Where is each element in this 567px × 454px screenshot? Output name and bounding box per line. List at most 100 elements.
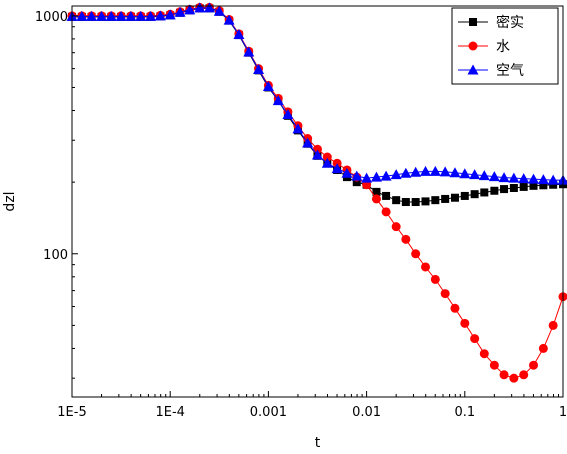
data-point xyxy=(401,198,410,207)
data-point xyxy=(410,166,422,177)
data-point xyxy=(420,165,432,176)
x-tick-label: 1E-5 xyxy=(57,405,86,420)
y-axis-title: dzl xyxy=(2,191,18,211)
data-point xyxy=(203,2,215,13)
data-point xyxy=(470,334,480,344)
data-point xyxy=(508,172,520,183)
data-point xyxy=(449,167,461,178)
data-point xyxy=(105,10,117,21)
data-point xyxy=(519,182,528,191)
data-point xyxy=(352,178,361,187)
y-tick-label: 100 xyxy=(43,248,68,263)
data-point xyxy=(557,174,567,185)
y-tick-label: 1000 xyxy=(35,10,68,25)
data-point xyxy=(488,171,500,182)
data-point xyxy=(253,63,265,74)
legend-label: 空气 xyxy=(496,63,524,79)
legend-item: 空气 xyxy=(458,63,524,79)
data-point xyxy=(302,137,314,148)
data-point xyxy=(213,5,225,16)
data-point xyxy=(500,185,509,194)
data-point xyxy=(321,157,333,168)
legend-label: 密实 xyxy=(496,14,524,31)
data-point xyxy=(351,170,363,181)
data-point xyxy=(480,188,489,197)
data-point xyxy=(421,262,431,272)
data-point xyxy=(539,181,548,190)
x-axis-title: t xyxy=(315,435,321,451)
data-point xyxy=(478,170,490,181)
data-point xyxy=(361,172,373,183)
axis-layer: 1E-5 1E-4 0.001 0.01 0.1 1 100 1000 xyxy=(35,10,567,420)
data-point xyxy=(538,343,548,353)
data-point xyxy=(392,196,401,205)
data-point xyxy=(115,10,127,21)
data-point xyxy=(125,10,137,21)
data-point xyxy=(391,222,401,232)
data-point xyxy=(441,194,450,203)
data-point xyxy=(371,194,381,204)
data-point xyxy=(459,168,471,179)
data-point xyxy=(194,2,206,13)
data-point xyxy=(529,181,538,190)
data-point xyxy=(421,197,430,206)
data-point xyxy=(223,14,235,25)
data-point xyxy=(498,172,510,183)
data-point xyxy=(145,10,157,21)
series-layer xyxy=(66,2,567,383)
data-point xyxy=(450,193,459,202)
data-point xyxy=(430,274,440,284)
data-point xyxy=(390,169,402,180)
data-point xyxy=(450,303,460,313)
data-point xyxy=(529,360,539,370)
data-point xyxy=(311,149,323,160)
data-point xyxy=(322,152,332,162)
x-tick-label: 1 xyxy=(559,405,567,420)
data-point xyxy=(400,167,412,178)
x-tick-label: 0.01 xyxy=(352,405,381,420)
data-point xyxy=(469,169,481,180)
data-point xyxy=(272,95,284,106)
data-point xyxy=(401,234,411,244)
data-point xyxy=(331,163,343,174)
data-point xyxy=(548,320,558,330)
data-point xyxy=(547,174,559,185)
data-point xyxy=(479,349,489,359)
data-point xyxy=(537,174,549,185)
data-point xyxy=(519,370,529,380)
legend-label: 水 xyxy=(496,39,510,55)
data-point xyxy=(460,191,469,200)
data-point xyxy=(135,10,147,21)
data-point xyxy=(381,207,391,217)
x-tick-label: 1E-4 xyxy=(155,405,184,420)
legend-item: 水 xyxy=(458,39,510,55)
data-point xyxy=(233,28,245,39)
data-point xyxy=(439,166,451,177)
series-2 xyxy=(66,2,567,185)
data-point xyxy=(470,190,479,199)
x-tick-label: 0.1 xyxy=(454,405,475,420)
data-point xyxy=(372,187,381,196)
legend-marker xyxy=(469,18,477,26)
data-point xyxy=(460,318,470,328)
data-point xyxy=(96,10,108,21)
data-point xyxy=(431,196,440,205)
data-point xyxy=(440,289,450,299)
data-point xyxy=(184,4,196,15)
data-point xyxy=(262,80,274,91)
data-point xyxy=(380,170,392,181)
data-point xyxy=(382,191,391,200)
legend-marker xyxy=(468,41,478,51)
data-point xyxy=(86,10,98,21)
data-point xyxy=(341,167,353,178)
data-point xyxy=(154,10,166,21)
legend-item: 密实 xyxy=(458,14,524,31)
x-tick-label: 0.001 xyxy=(250,405,287,420)
data-point xyxy=(549,180,558,189)
data-point xyxy=(489,360,499,370)
data-point xyxy=(518,173,530,184)
data-point xyxy=(499,370,509,380)
data-point xyxy=(292,123,304,134)
